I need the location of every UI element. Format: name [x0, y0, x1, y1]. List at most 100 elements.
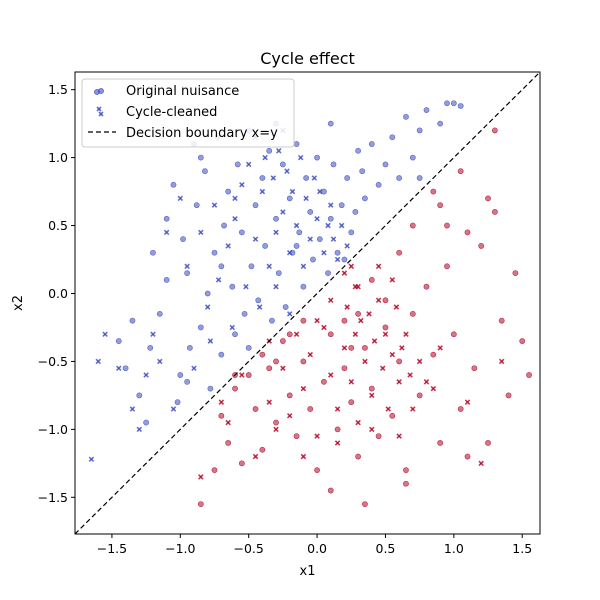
point-x: [325, 222, 331, 229]
point-x: [355, 283, 361, 290]
x-axis-label: x1: [300, 564, 316, 579]
point-x: [300, 453, 307, 460]
point-x: [262, 154, 268, 161]
point-circle: [341, 365, 348, 372]
point-circle: [170, 181, 177, 188]
x-tick-label: 0.5: [376, 541, 396, 556]
point-circle: [457, 406, 464, 412]
point-x: [334, 406, 341, 412]
point-circle: [498, 317, 505, 324]
point-circle: [163, 215, 170, 222]
point-circle: [368, 141, 375, 147]
point-x: [286, 413, 293, 419]
point-circle: [457, 168, 464, 175]
point-x: [399, 345, 405, 351]
point-x: [396, 379, 402, 385]
boundary-line: [75, 72, 540, 534]
point-circle: [382, 297, 389, 304]
point-circle: [396, 175, 403, 181]
point-x: [284, 168, 290, 174]
plot-frame: [74, 71, 541, 535]
point-circle: [186, 344, 193, 351]
point-circle: [197, 154, 204, 161]
point-circle: [238, 229, 245, 236]
point-circle: [143, 419, 150, 426]
point-circle: [150, 249, 156, 256]
point-x: [239, 182, 245, 188]
point-circle: [259, 175, 266, 181]
point-circle: [184, 378, 191, 385]
point-x: [102, 331, 108, 338]
point-circle: [334, 249, 341, 256]
point-x: [198, 229, 204, 236]
point-x: [369, 392, 375, 399]
point-x: [341, 345, 348, 351]
point-x: [375, 297, 382, 304]
point-x: [379, 365, 386, 371]
point-circle: [352, 209, 359, 215]
point-circle: [218, 351, 225, 358]
y-tick-label: −1.0: [38, 422, 68, 437]
point-circle: [491, 209, 498, 215]
point-circle: [444, 222, 450, 229]
point-circle: [409, 222, 416, 229]
point-circle: [437, 440, 444, 446]
point-circle: [359, 168, 366, 175]
point-x: [95, 358, 102, 365]
point-x: [280, 365, 286, 371]
point-circle: [389, 134, 396, 141]
point-circle: [526, 372, 532, 378]
point-circle: [491, 127, 498, 134]
point-circle: [221, 222, 227, 229]
point-x: [334, 256, 341, 263]
point-circle: [321, 188, 327, 195]
point-circle: [437, 120, 444, 127]
point-x: [225, 243, 231, 249]
point-x: [338, 222, 345, 229]
point-x: [293, 222, 300, 229]
point-circle: [348, 399, 355, 406]
point-circle: [396, 358, 403, 365]
point-x: [243, 283, 249, 290]
point-circle: [273, 358, 279, 365]
point-x: [317, 188, 323, 195]
y-tick-label: −1.5: [38, 490, 68, 505]
point-circle: [348, 229, 355, 236]
legend-label: Cycle-cleaned: [126, 105, 217, 120]
point-circle: [259, 351, 266, 358]
x-tick-label: −1.5: [97, 541, 127, 556]
point-x: [478, 460, 484, 467]
point-circle: [430, 188, 437, 195]
point-x: [437, 345, 443, 351]
point-x: [273, 229, 279, 236]
point-circle: [307, 209, 314, 215]
point-circle: [252, 202, 259, 209]
point-x: [341, 270, 348, 276]
x-tick-label: −1.0: [165, 541, 195, 556]
point-x: [256, 304, 263, 310]
point-x: [311, 175, 318, 181]
y-axis-label: x2: [11, 295, 26, 311]
point-circle: [355, 310, 362, 317]
point-circle: [327, 215, 334, 222]
point-circle: [409, 310, 416, 317]
point-x: [136, 426, 143, 433]
point-x: [184, 263, 190, 270]
point-circle: [382, 324, 389, 331]
point-x: [423, 379, 430, 385]
point-x: [150, 331, 156, 338]
point-circle: [275, 270, 282, 277]
y-tick-label: 1.5: [48, 82, 68, 97]
point-x: [270, 175, 277, 181]
point-circle: [180, 236, 186, 243]
point-x: [362, 358, 368, 365]
point-x: [416, 358, 423, 365]
point-circle: [314, 154, 320, 161]
point-circle: [197, 501, 204, 508]
point-circle: [403, 113, 409, 120]
point-circle: [293, 433, 300, 440]
x-tick-label: 0.0: [307, 541, 327, 556]
point-circle: [512, 270, 519, 277]
point-x: [280, 209, 286, 215]
point-circle: [375, 181, 382, 188]
